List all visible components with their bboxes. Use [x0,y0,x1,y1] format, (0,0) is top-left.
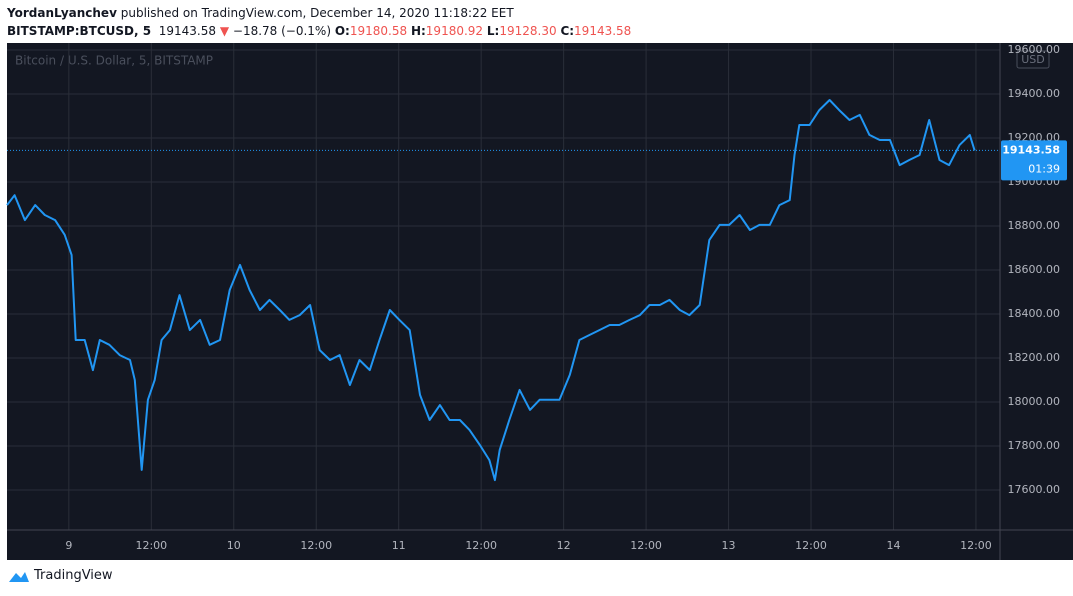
ohlc-value: 19143.58 [574,24,632,38]
last-price-label: 19143.58 [1002,143,1060,156]
chart: Bitcoin / U.S. Dollar, 5, BITSTAMP USD 1… [6,43,1073,560]
ohlc-key: L: [486,24,500,38]
x-tick-label: 13 [722,539,736,552]
currency: USD [1021,53,1045,66]
ohlc-value: 19180.58 [349,24,408,38]
countdown: 01:39 [1028,162,1060,175]
y-tick-label: 18800.00 [1008,219,1061,232]
last-price-box [1001,140,1067,181]
ohlc-key: C: [560,24,575,38]
currency-box [1016,50,1050,69]
x-tick-label: 9 [65,539,72,552]
publish-line: YordanLyanchev published on TradingView.… [7,4,631,22]
last: 19143.58 [158,24,216,38]
y-tick-label: 18400.00 [1008,307,1061,320]
y-tick-label: 18200.00 [1008,351,1061,364]
price-line [6,99,976,482]
x-tick-label: 12:00 [630,539,662,552]
y-tick-label: 18000.00 [1008,395,1061,408]
x-tick-label: 12:00 [795,539,827,552]
x-tick-label: 12:00 [135,539,167,552]
chart-bg [7,43,1073,560]
symbol: BITSTAMP:BTCUSD, 5 [7,24,152,38]
footer: TradingView [8,568,113,583]
ohlc: O:19180.58 H:19180.92 L:19128.30 C:19143… [335,24,631,38]
author[interactable]: YordanLyanchev [7,6,117,20]
x-tick-label: 10 [227,539,241,552]
ohlc-value: 19180.92 [425,24,484,38]
watermark: Bitcoin / U.S. Dollar, 5, BITSTAMP [15,54,213,68]
y-tick-label: 19600.00 [1008,43,1061,56]
brand[interactable]: TradingView [34,568,113,583]
x-tick-label: 12:00 [960,539,992,552]
x-tick-label: 12 [557,539,571,552]
quote-line: BITSTAMP:BTCUSD, 5 19143.58 ▼ −18.78 (−0… [7,22,631,40]
published: published on TradingView.com, December 1… [120,6,514,20]
y-tick-label: 17800.00 [1008,439,1061,452]
x-tick-label: 12:00 [300,539,332,552]
ohlc-key: H: [410,24,426,38]
ohlc-value: 19128.30 [499,24,557,38]
ohlc-key: O: [334,24,350,38]
y-tick-label: 19400.00 [1008,87,1061,100]
y-tick-label: 17600.00 [1008,483,1061,496]
logo [9,571,29,582]
arrow: ▼ [219,24,230,38]
x-tick-label: 12:00 [465,539,497,552]
change: −18.78 (−0.1%) [232,24,332,38]
header: YordanLyanchev published on TradingView.… [7,4,631,40]
y-tick-label: 18600.00 [1008,263,1061,276]
x-tick-label: 11 [392,539,406,552]
x-tick-label: 14 [886,539,900,552]
